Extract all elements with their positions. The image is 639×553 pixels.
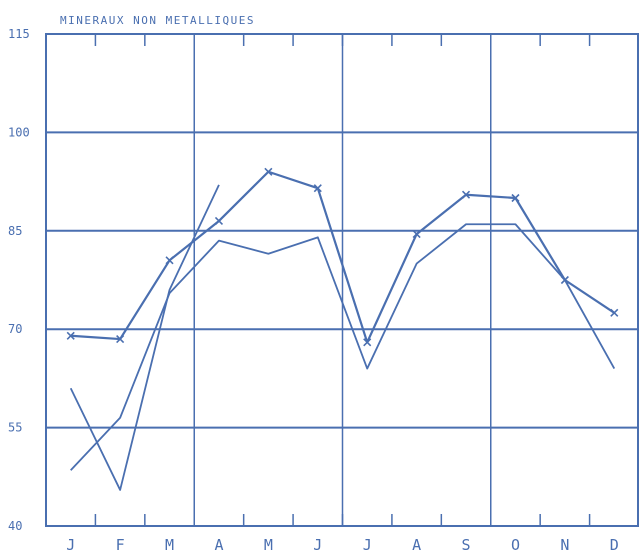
data-point-marker	[461, 190, 471, 199]
data-point-marker	[165, 256, 174, 265]
y-tick-label: 40	[8, 519, 22, 533]
marker-stroke	[363, 338, 372, 347]
x-tick-label: F	[116, 536, 125, 553]
series-line-3	[69, 184, 220, 491]
data-point-marker	[610, 308, 619, 317]
data-point-marker	[363, 338, 372, 347]
marker-stroke	[610, 308, 619, 317]
x-tick-label: O	[511, 536, 520, 553]
x-tick-label: J	[363, 536, 372, 553]
data-point-marker	[313, 184, 322, 193]
marker-stroke	[313, 184, 322, 193]
x-tick-label: J	[313, 536, 322, 553]
chart-grid	[45, 33, 639, 527]
marker-stroke	[264, 167, 273, 176]
chart-title: MINERAUX NON METALLIQUES	[60, 14, 255, 27]
chart-series	[66, 167, 619, 491]
data-point-marker	[511, 193, 520, 203]
marker-stroke	[461, 190, 471, 199]
x-tick-label: N	[560, 536, 569, 553]
x-tick-label: A	[412, 536, 421, 553]
y-tick-label: 100	[8, 125, 30, 139]
marker-stroke	[66, 331, 75, 340]
data-point-marker	[264, 167, 273, 176]
marker-stroke	[165, 256, 174, 265]
y-tick-label: 70	[8, 322, 22, 336]
x-tick-label: A	[214, 536, 223, 553]
y-tick-label: 55	[8, 421, 22, 435]
y-tick-label: 115	[8, 27, 30, 41]
marker-stroke	[214, 216, 224, 226]
x-tick-label: S	[462, 536, 471, 553]
x-tick-label: M	[264, 536, 273, 553]
data-point-marker	[214, 216, 224, 226]
data-point-marker	[66, 331, 75, 340]
data-point-marker	[412, 230, 421, 239]
series-line-1	[70, 170, 615, 344]
y-axis-tick-labels: 40 55 70 85 100 115	[8, 27, 30, 533]
marker-stroke	[511, 193, 520, 203]
marker-stroke	[412, 230, 421, 239]
data-point-marker	[116, 334, 125, 344]
x-tick-label: M	[165, 536, 174, 553]
marker-stroke	[116, 334, 125, 344]
series-line-2	[70, 223, 616, 471]
x-tick-label: D	[610, 536, 619, 553]
y-tick-label: 85	[8, 224, 22, 238]
x-tick-label: J	[66, 536, 75, 553]
